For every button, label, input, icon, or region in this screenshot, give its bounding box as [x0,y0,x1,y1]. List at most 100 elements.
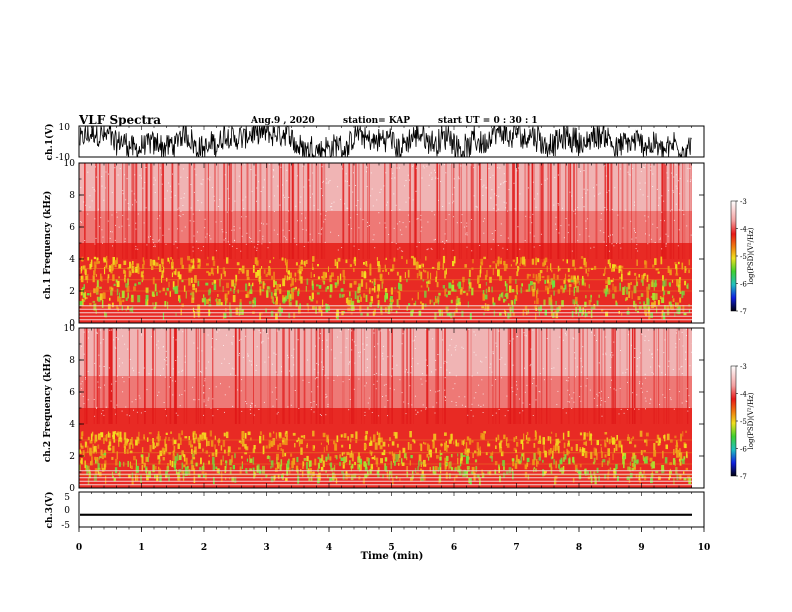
spectrogram-noise-cell [316,300,318,304]
spectrogram-noise-cell [474,459,478,463]
spectrogram-speckle [686,335,687,336]
spectrogram-noise-cell [569,456,571,465]
spectrogram-speckle [691,176,693,178]
spectrogram-speckle [671,172,673,174]
spectrogram-streak [144,328,146,424]
spectrogram-speckle [172,173,173,175]
spectrogram-speckle [508,189,510,191]
spectrogram-noise-cell [564,454,567,460]
spectrogram-streak [656,328,657,424]
spectrogram-noise-cell [258,469,262,474]
spectrogram-speckle [498,409,500,410]
spectrogram-noise-cell [258,275,262,282]
spectrogram-noise-cell [127,278,129,286]
spectrogram-speckle [95,176,97,178]
spectrogram-noise-cell [584,301,587,308]
spectrogram-noise-cell [178,295,181,302]
spectrogram-speckle [137,248,139,250]
spectrogram-speckle [256,187,258,189]
spectrogram-speckle [644,377,646,379]
spectrogram-noise-cell [259,289,262,296]
spectrogram-speckle [151,336,152,338]
spectrogram-noise-cell [621,445,623,454]
spectrogram-speckle [80,222,82,224]
spectrogram-speckle [453,216,454,218]
spectrogram-speckle [372,239,374,241]
spectrogram-speckle [517,336,518,338]
spectrogram-speckle [82,396,84,397]
spectrogram-noise-cell [482,433,485,440]
spectrogram-noise-cell [462,455,466,457]
spectrogram-speckle [255,369,257,371]
spectrogram-speckle [420,378,422,380]
spectrogram-speckle [571,397,573,399]
spectrogram-speckle [473,351,475,353]
spectrogram-noise-cell [490,452,493,459]
spectrogram-streak [535,328,537,424]
spectrogram-noise-cell [456,442,460,447]
spectrogram-noise-cell [498,464,500,469]
spectrogram-noise-cell [370,464,373,469]
spectrogram-speckle [395,243,397,245]
spectrogram-speckle [612,354,614,356]
spectrogram-speckle [322,195,323,197]
spectrogram-streak [492,328,494,424]
spectrogram-streak [538,328,540,424]
spectrogram-noise-cell [326,286,329,290]
spectrogram-speckle [100,342,102,344]
spectrogram-speckle [644,335,646,337]
spectrogram-noise-cell [596,453,598,460]
spectrogram-noise-cell [427,280,431,284]
spectrogram-noise-cell [151,291,155,297]
spectrogram-noise-cell [584,452,587,456]
xaxis-label: Time (min) [361,551,424,562]
spectrogram-noise-cell [556,307,560,313]
spectrogram-noise-cell [266,455,270,459]
spectrogram-noise-cell [181,430,183,436]
spectrogram-noise-cell [112,445,115,453]
spectrogram-noise-cell [82,450,85,458]
spectrogram-noise-cell [290,294,292,299]
spectrogram-speckle [286,239,288,241]
spectrogram-speckle [175,380,176,382]
spectrogram-speckle [224,394,226,396]
spectrogram-speckle [675,174,677,176]
spectrogram-noise-cell [594,476,597,485]
spectrogram-noise-cell [157,431,160,435]
spectrogram-speckle [192,250,194,252]
spectrogram-speckle [148,373,150,375]
spectrogram-noise-cell [279,284,281,288]
spectrogram-noise-cell [567,430,570,437]
spectrogram-speckle [598,362,600,364]
spectrogram-noise-cell [384,288,388,293]
spectrogram-speckle [420,410,422,412]
spectrogram-streak [84,163,86,259]
spectrogram-speckle [651,353,653,355]
spectrogram-speckle [372,205,374,207]
spectrogram-speckle [567,380,569,382]
spectrogram-noise-cell [653,443,656,451]
spectrogram-streak [297,328,299,424]
spectrogram-streak [288,328,290,424]
spectrogram-noise-cell [103,437,105,444]
spectrogram-speckle [261,222,262,224]
spectrogram-speckle [259,230,261,232]
spectrogram-speckle [261,342,263,344]
spectrogram-noise-cell [369,264,372,271]
spectrogram-noise-cell [198,473,201,478]
spectrogram-noise-cell [438,474,442,483]
spectrogram-speckle [241,379,243,381]
spectrogram-noise-cell [363,293,366,298]
spectrogram-streak [103,328,105,424]
spectrogram-noise-cell [188,469,191,476]
spectrogram-noise-cell [479,270,481,278]
spectrogram-noise-cell [502,460,505,466]
spectrogram-speckle [671,209,673,211]
spectrogram-speckle [228,363,230,364]
spectrogram-noise-cell [194,275,197,283]
spectrogram-speckle [527,187,529,189]
spectrogram-speckle [217,206,219,207]
spectrogram-speckle [140,163,142,165]
spectrogram-noise-cell [425,256,427,261]
spectrogram-noise-cell [339,273,342,281]
